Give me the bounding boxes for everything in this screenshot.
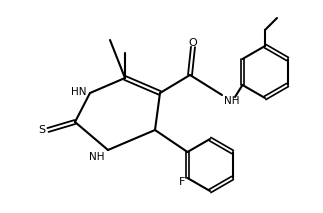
- Text: HN: HN: [71, 87, 87, 97]
- Text: O: O: [189, 38, 197, 48]
- Text: NH: NH: [89, 152, 105, 162]
- Text: F: F: [179, 177, 185, 187]
- Text: NH: NH: [224, 96, 239, 106]
- Text: S: S: [38, 125, 45, 135]
